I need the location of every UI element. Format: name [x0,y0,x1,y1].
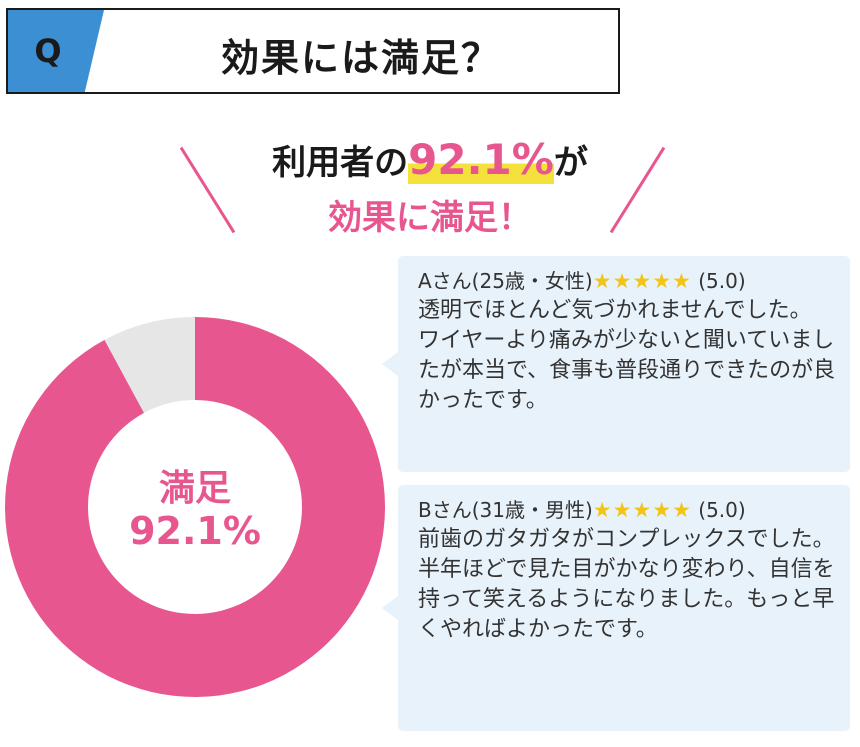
review-text: 透明でほとんど気づかれませんでした。 ワイヤーより痛みが少ないと聞いていましたが… [418,298,836,413]
rating-value: (5.0) [698,498,746,522]
headline-line-2: 効果に満足！ [328,198,532,238]
review-text: 前歯のガタガタがコンプレックスでした。 半年ほどで見た目がかなり変わり、自信を持… [418,527,835,642]
donut-slice-satisfied [4,317,386,697]
question-header: Q 効果には満足？ [6,8,620,94]
star-rating-icon: ★★★★★ [592,269,692,293]
review-header: Aさん(25歳・女性)★★★★★ (5.0) [418,266,836,296]
review-card-a: Aさん(25歳・女性)★★★★★ (5.0) 透明でほとんど気づかれませんでした… [382,256,850,472]
rating-value: (5.0) [698,269,746,293]
satisfaction-donut-chart: 満足 92.1% [4,317,386,697]
question-badge [8,10,104,92]
reviewer-name: Aさん(25歳・女性) [418,269,593,293]
donut-slice-other [104,317,195,413]
question-title: 効果には満足？ [220,36,501,80]
question-letter: Q [34,32,62,70]
headline-percent: 92.1% [408,135,554,184]
donut-center-value: 92.1% [129,509,261,553]
headline-line-1: 利用者の92.1%が [210,135,650,184]
headline-prefix: 利用者の [272,143,409,183]
headline-suffix: が [553,143,588,183]
review-header: Bさん(31歳・男性)★★★★★ (5.0) [418,495,836,525]
review-card-b: Bさん(31歳・男性)★★★★★ (5.0) 前歯のガタガタがコンプレックスでし… [382,485,850,731]
star-rating-icon: ★★★★★ [592,498,692,522]
reviewer-name: Bさん(31歳・男性) [418,498,593,522]
donut-center-label: 満足 [159,468,231,509]
